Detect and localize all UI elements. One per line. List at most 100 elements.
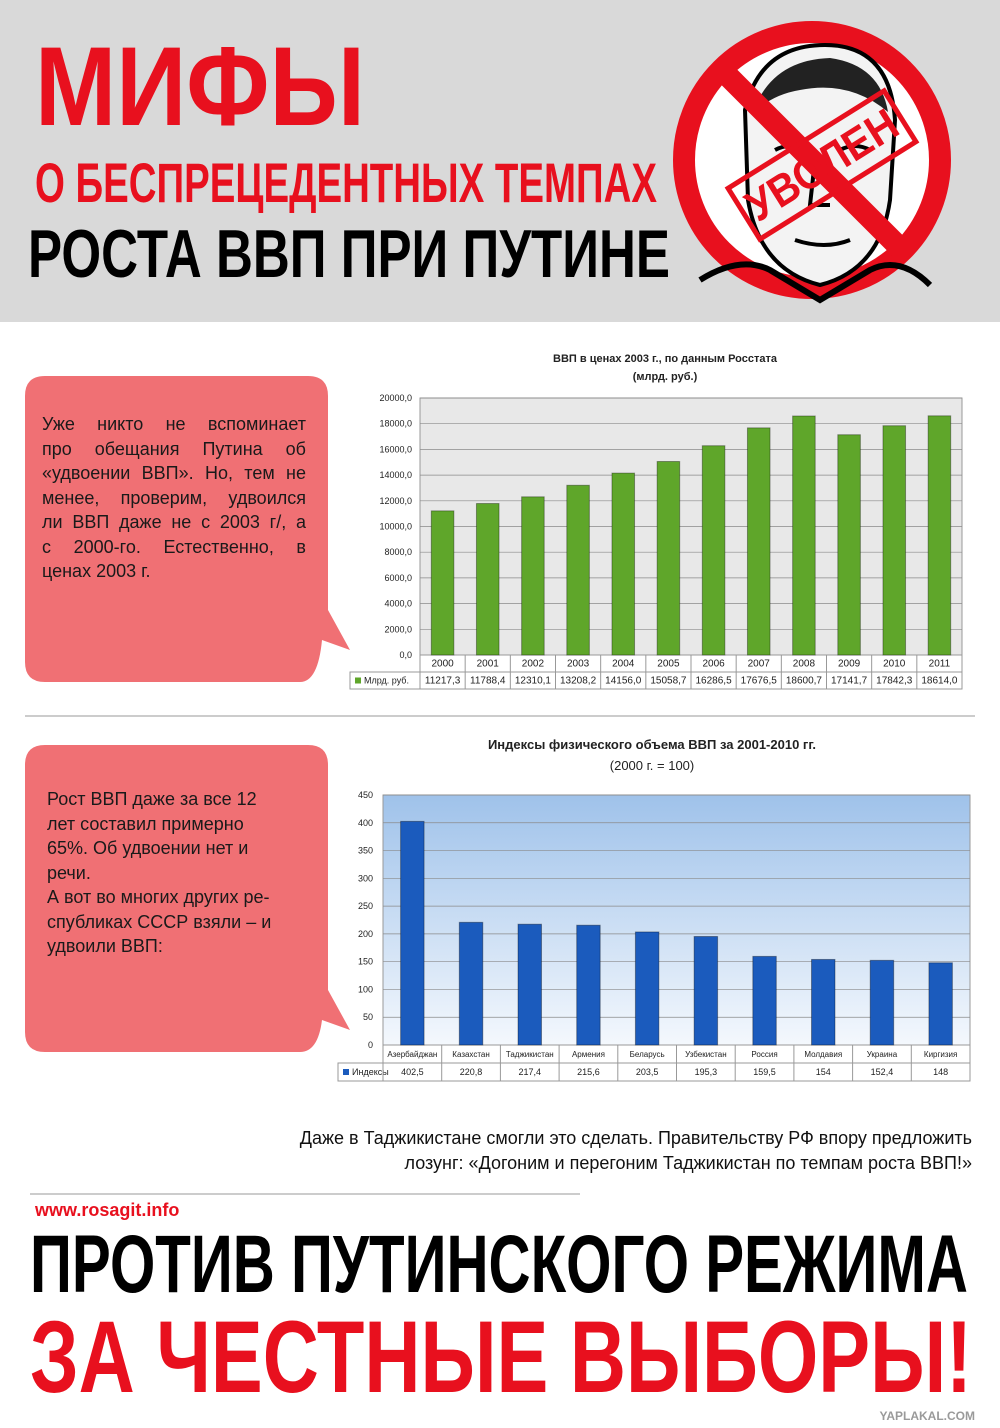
- bar: [792, 415, 816, 656]
- y-tick-label: 6000,0: [384, 573, 412, 583]
- value-label: 203,5: [636, 1067, 659, 1077]
- note-line: Даже в Таджикистане смогли это сделать. …: [299, 1128, 972, 1148]
- bar: [811, 958, 836, 1046]
- headline: МИФЫ: [35, 24, 365, 149]
- y-tick-label: 2000,0: [384, 624, 412, 634]
- bar: [752, 955, 777, 1046]
- legend-label: Млрд. руб.: [364, 676, 409, 686]
- slogan: ПРОТИВ ПУТИНСКОГО РЕЖИМА: [30, 1219, 968, 1310]
- value-label: 154: [816, 1067, 831, 1077]
- bar: [458, 921, 484, 1046]
- y-tick-label: 0: [368, 1040, 373, 1050]
- bubble-line: А вот во многих других ре-: [47, 887, 270, 907]
- bar: [576, 924, 601, 1046]
- legend-swatch: [343, 1069, 349, 1075]
- bar: [927, 415, 952, 656]
- bubble-line: с 2000-го. Естественно, в: [42, 536, 306, 557]
- y-tick-label: 10000,0: [379, 522, 412, 532]
- x-tick-label: 2006: [702, 659, 725, 670]
- value-label: 217,4: [518, 1067, 541, 1077]
- chart-subtitle: (млрд. руб.): [633, 371, 698, 383]
- y-tick-label: 150: [358, 957, 373, 967]
- y-tick-label: 12000,0: [379, 496, 412, 506]
- x-tick-label: 2009: [838, 659, 861, 670]
- value-label: 18614,0: [921, 676, 958, 687]
- bubble-text: Рост ВВП даже за все 12 лет составил прим…: [47, 787, 271, 959]
- value-label: 14156,0: [605, 676, 642, 687]
- bubble-line: речи.: [47, 862, 91, 883]
- bubble-line: ли ВВП даже не с 2003 г/, а: [42, 512, 306, 532]
- y-tick-label: 8000,0: [384, 547, 412, 557]
- bar: [882, 425, 907, 656]
- bar: [837, 434, 861, 656]
- x-tick-label: 2001: [477, 659, 500, 670]
- bubble-line: про обещания Путина об: [42, 438, 306, 459]
- bubble-line: «удвоении ВВП». Но, тем не: [42, 463, 306, 483]
- value-label: 402,5: [401, 1067, 424, 1077]
- bar: [566, 484, 590, 656]
- chart-title: Индексы физического объема ВВП за 2001-2…: [488, 737, 816, 752]
- value-label: 15058,7: [650, 676, 687, 687]
- y-tick-label: 300: [358, 873, 373, 883]
- x-tick-label: Азербайджан: [387, 1050, 437, 1059]
- bubble-line: Уже никто не вспоминает: [42, 414, 306, 434]
- legend-swatch: [355, 677, 361, 684]
- x-tick-label: 2005: [657, 659, 680, 670]
- note: Даже в Таджикистане смогли это сделать. …: [300, 1126, 972, 1176]
- value-label: 11788,4: [470, 676, 506, 687]
- bar: [611, 472, 636, 656]
- speech-bubble: [25, 745, 350, 1052]
- x-tick-label: Киргизия: [924, 1050, 957, 1059]
- x-tick-label: 2003: [567, 659, 590, 670]
- x-tick-label: 2011: [929, 659, 951, 670]
- slogan: ЗА ЧЕСТНЫЕ ВЫБОРЫ!: [30, 1300, 972, 1414]
- value-label: 215,6: [577, 1067, 600, 1077]
- y-tick-label: 14000,0: [379, 470, 412, 480]
- bubble-line: спубликах СССР взяли – и: [47, 911, 272, 932]
- bar: [521, 496, 545, 656]
- x-tick-label: Молдавия: [804, 1050, 842, 1059]
- value-label: 11217,3: [425, 676, 461, 687]
- x-tick-label: Казахстан: [452, 1050, 490, 1059]
- bar: [701, 445, 726, 656]
- bubble-text: Уже никто не вспоминает про обещания Пути…: [42, 412, 306, 584]
- y-tick-label: 16000,0: [379, 444, 412, 454]
- note-line: лозунг: «Догоним и перегоним Таджикистан…: [404, 1153, 972, 1173]
- x-tick-label: Беларусь: [630, 1050, 665, 1059]
- value-label: 16286,5: [696, 676, 733, 687]
- bubble-line: лет составил примерно: [47, 813, 244, 834]
- y-tick-label: 450: [358, 790, 373, 800]
- bar: [517, 923, 542, 1046]
- y-tick-label: 0,0: [399, 650, 412, 660]
- chart-title: ВВП в ценах 2003 г., по данным Росстата: [553, 353, 778, 365]
- value-label: 152,4: [871, 1067, 894, 1077]
- value-label: 148: [933, 1067, 948, 1077]
- value-label: 220,8: [460, 1067, 483, 1077]
- value-label: 18600,7: [786, 676, 823, 687]
- y-tick-label: 250: [358, 901, 373, 911]
- bubble-line: Рост ВВП даже за все 12: [47, 789, 257, 809]
- bar: [746, 427, 771, 656]
- x-tick-label: Узбекистан: [685, 1050, 727, 1059]
- y-tick-label: 4000,0: [384, 599, 412, 609]
- url: www.rosagit.info: [34, 1200, 179, 1220]
- bar: [430, 510, 455, 656]
- x-tick-label: Таджикистан: [506, 1050, 554, 1059]
- y-tick-label: 100: [358, 984, 373, 994]
- watermark: YAPLAKAL.COM: [879, 1409, 975, 1423]
- bar: [400, 820, 425, 1046]
- bubble-line: 65%. Об удвоении нет и: [47, 838, 249, 858]
- bar: [475, 503, 500, 656]
- bubble-line: менее, проверим, удвоился: [42, 487, 306, 508]
- x-tick-label: 2000: [431, 659, 454, 670]
- chart-subtitle: (2000 г. = 100): [610, 758, 694, 773]
- value-label: 17676,5: [741, 676, 778, 687]
- bubble-line: ценах 2003 г.: [42, 561, 151, 581]
- value-label: 159,5: [753, 1067, 776, 1077]
- x-tick-label: 2007: [748, 659, 771, 670]
- headline: РОСТА ВВП ПРИ ПУТИНЕ: [28, 216, 670, 292]
- value-label: 12310,1: [515, 676, 552, 687]
- y-tick-label: 400: [358, 818, 373, 828]
